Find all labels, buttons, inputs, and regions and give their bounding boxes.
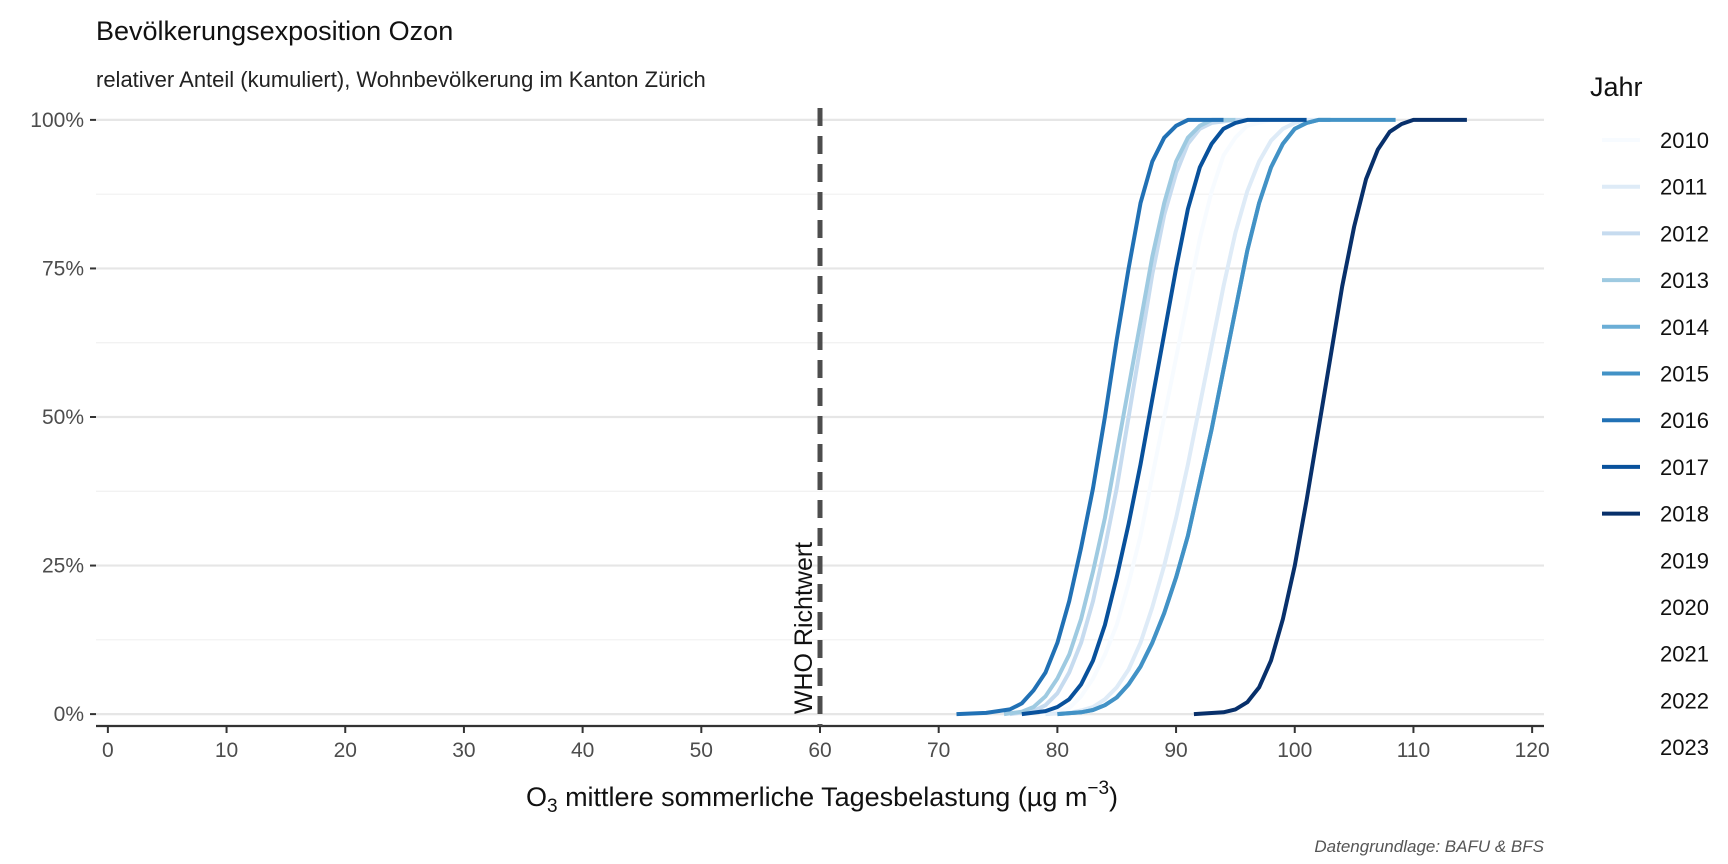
series-line-2012 — [1009, 117, 1260, 717]
series-line-2015 — [1057, 117, 1396, 717]
legend-label-2017: 2017 — [1660, 455, 1709, 480]
x-axis: 0 10 20 30 40 50 60 70 80 90 100 110 120 — [96, 724, 1550, 762]
chart-title: Bevölkerungsexposition Ozon — [96, 16, 453, 46]
x-tick-label: 50 — [690, 739, 713, 762]
legend-label-2012: 2012 — [1660, 221, 1709, 246]
x-tick-label: 20 — [334, 739, 357, 762]
legend-label-2023: 2023 — [1660, 735, 1709, 760]
x-tick-label: 100 — [1277, 739, 1312, 762]
y-axis: 0% 25% 50% 75% 100% — [30, 109, 96, 726]
legend-label-2013: 2013 — [1660, 268, 1709, 293]
legend-label-2015: 2015 — [1660, 362, 1709, 387]
series-line-2013 — [1003, 117, 1236, 717]
x-tick-label: 90 — [1164, 739, 1187, 762]
x-tick-label: 60 — [808, 739, 831, 762]
legend-label-2010: 2010 — [1660, 128, 1709, 153]
y-tick-label: 75% — [42, 257, 84, 280]
legend-label-2011: 2011 — [1660, 175, 1707, 200]
x-axis-title: O3 mittlere sommerliche Tagesbelastung (… — [526, 778, 1118, 817]
x-tick-label: 120 — [1515, 739, 1550, 762]
legend-label-2022: 2022 — [1660, 688, 1709, 713]
legend-label-2018: 2018 — [1660, 502, 1709, 527]
chart-subtitle: relativer Anteil (kumuliert), Wohnbevölk… — [96, 67, 706, 92]
x-axis-title-sup: −3 — [1087, 778, 1109, 799]
series-line-2010 — [1039, 117, 1295, 717]
legend-label-2021: 2021 — [1660, 642, 1709, 667]
series-line-2017 — [1021, 117, 1307, 717]
legend-label-2020: 2020 — [1660, 595, 1709, 620]
x-axis-title-main: mittlere sommerliche Tagesbelastung (µg … — [558, 782, 1088, 812]
series-line-2016 — [956, 117, 1224, 717]
series-lines — [956, 117, 1467, 717]
series-line-2018 — [1193, 117, 1467, 717]
who-reference: WHO Richtwert — [790, 108, 823, 726]
x-axis-title-suffix: ) — [1109, 782, 1118, 812]
legend-label-2016: 2016 — [1660, 408, 1709, 433]
caption: Datengrundlage: BAFU & BFS — [1314, 837, 1544, 856]
legend-label-2019: 2019 — [1660, 548, 1709, 573]
x-tick-label: 0 — [102, 739, 114, 762]
series-line-2011 — [1045, 117, 1319, 717]
x-tick-label: 30 — [452, 739, 475, 762]
x-tick-label: 70 — [927, 739, 950, 762]
y-tick-label: 25% — [42, 555, 84, 578]
legend: 2010 2011 2012 2013 2014 2015 2016 2017 2018 2019… — [1602, 128, 1709, 760]
legend-title: Jahr — [1590, 72, 1643, 102]
y-tick-label: 100% — [30, 109, 84, 132]
x-axis-title-sub: 3 — [547, 796, 558, 817]
x-tick-label: 40 — [571, 739, 594, 762]
who-reference-label: WHO Richtwert — [790, 542, 818, 714]
x-tick-label: 10 — [215, 739, 238, 762]
x-axis-title-prefix: O — [526, 782, 547, 812]
legend-label-2014: 2014 — [1660, 315, 1709, 340]
x-tick-label: 110 — [1397, 739, 1430, 762]
y-tick-label: 0% — [54, 703, 84, 726]
x-tick-label: 80 — [1046, 739, 1069, 762]
y-tick-label: 50% — [42, 406, 84, 429]
